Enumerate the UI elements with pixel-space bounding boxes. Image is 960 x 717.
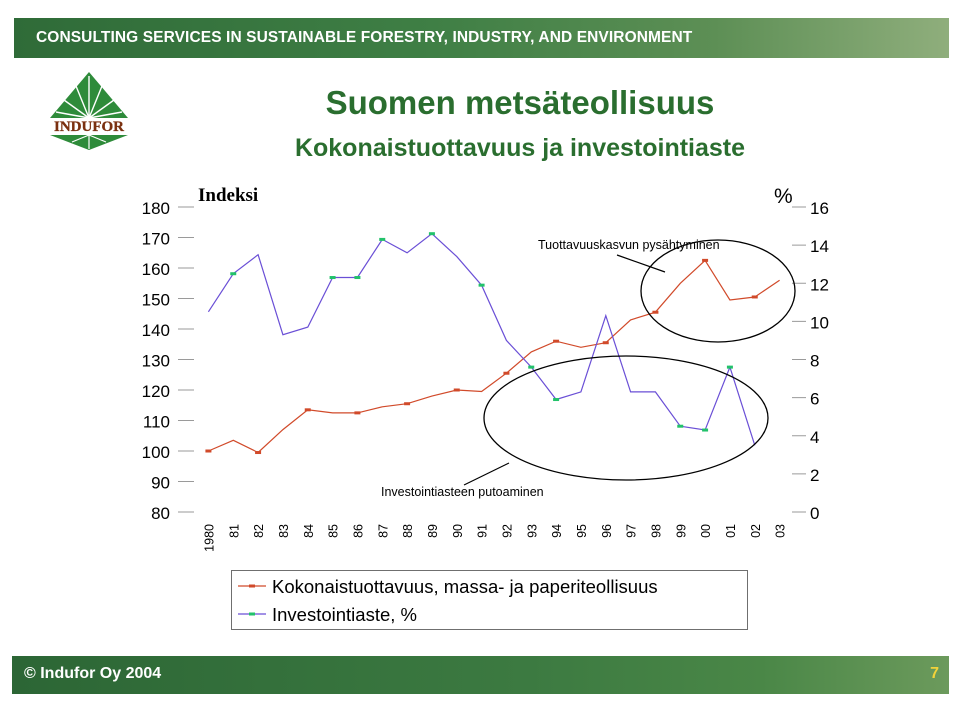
data-point-marker — [304, 408, 311, 412]
series-line-investment — [207, 232, 756, 446]
data-point-marker — [404, 402, 411, 406]
left-tick-label: 130 — [142, 352, 170, 371]
data-point-marker — [702, 428, 709, 432]
x-tick-label: 02 — [749, 524, 763, 538]
left-axis-title: Indeksi — [198, 185, 258, 206]
x-tick-label: 1980 — [202, 524, 216, 552]
x-tick-label: 03 — [774, 524, 788, 538]
x-tick-label: 83 — [277, 524, 291, 538]
header-banner: CONSULTING SERVICES IN SUSTAINABLE FORES… — [14, 18, 949, 58]
x-tick-label: 87 — [376, 524, 390, 538]
legend-label-investment: Investointiaste, % — [272, 604, 417, 625]
annotation-ellipse-investment — [483, 355, 769, 481]
x-tick-label: 91 — [476, 524, 490, 538]
legend-swatch-investment — [238, 612, 266, 616]
right-tick-label: 10 — [810, 313, 829, 332]
legend-label-productivity: Kokonaistuottavuus, massa- ja paperiteol… — [272, 576, 658, 597]
annotation-productivity-stagnation: Tuottavuuskasvun pysähtyminen — [538, 238, 720, 252]
right-tick-label: 12 — [810, 275, 829, 294]
x-tick-label: 95 — [575, 524, 589, 538]
right-axis-title: % — [774, 185, 793, 208]
x-tick-label: 82 — [252, 524, 266, 538]
x-tick-label: 00 — [699, 524, 713, 538]
data-point-marker — [677, 424, 684, 428]
page-title: Suomen metsäteollisuus — [325, 84, 715, 121]
left-tick-label: 80 — [151, 504, 170, 523]
right-tick-label: 4 — [810, 428, 819, 447]
annotation-investment-decline: Investointiasteen putoaminen — [381, 485, 544, 499]
annotation-pointer-investment — [463, 462, 510, 486]
left-tick-label: 100 — [142, 443, 170, 462]
page-subtitle: Kokonaistuottavuus ja investointiaste — [294, 134, 746, 162]
x-tick-label: 88 — [401, 524, 415, 538]
left-tick-label: 110 — [143, 413, 170, 432]
logo-text: INDUFOR — [54, 119, 124, 135]
x-tick-label: 93 — [525, 524, 539, 538]
data-point-marker — [230, 272, 237, 276]
legend-swatch-productivity — [238, 584, 266, 588]
data-point-marker — [528, 365, 535, 369]
x-tick-label: 90 — [451, 524, 465, 538]
data-point-marker — [553, 398, 560, 402]
data-point-marker — [478, 283, 485, 287]
left-tick-label: 170 — [142, 230, 170, 249]
right-tick-label: 6 — [810, 390, 819, 409]
data-point-marker — [453, 388, 460, 392]
left-tick-label: 150 — [142, 291, 170, 310]
x-tick-label: 97 — [625, 524, 639, 538]
data-point-marker — [702, 258, 709, 262]
x-tick-label: 84 — [302, 524, 316, 538]
x-tick-label: 94 — [550, 524, 564, 538]
data-point-marker — [354, 276, 361, 280]
data-point-marker — [329, 276, 336, 280]
right-tick-label: 0 — [810, 504, 819, 523]
left-tick-label: 180 — [142, 199, 170, 218]
x-tick-label: 85 — [327, 524, 341, 538]
data-point-marker — [652, 310, 659, 314]
x-tick-label: 01 — [724, 524, 738, 538]
x-tick-label: 96 — [600, 524, 614, 538]
left-tick-label: 140 — [142, 321, 170, 340]
data-point-marker — [751, 295, 758, 299]
data-point-marker — [255, 451, 262, 455]
data-point-marker — [602, 341, 609, 345]
left-tick-label: 160 — [142, 260, 170, 279]
data-point-marker — [428, 232, 435, 236]
left-tick-label: 120 — [142, 382, 170, 401]
right-tick-label: 14 — [810, 237, 829, 256]
annotation-ellipse-productivity — [640, 239, 796, 343]
data-point-marker — [553, 339, 560, 343]
x-tick-label: 86 — [351, 524, 365, 538]
right-tick-label: 8 — [810, 352, 819, 371]
line-chart: 8090100110120130140150160170180024681012… — [142, 185, 829, 552]
x-tick-label: 92 — [500, 524, 514, 538]
data-point-marker — [205, 449, 212, 453]
right-tick-label: 2 — [810, 466, 819, 485]
left-tick-label: 90 — [151, 474, 170, 493]
page-number: 7 — [930, 665, 939, 682]
right-tick-label: 16 — [810, 199, 829, 218]
data-point-marker — [726, 365, 733, 369]
x-tick-label: 98 — [649, 524, 663, 538]
series-line-productivity — [208, 259, 780, 454]
annotation-pointer-productivity — [616, 254, 666, 273]
chart-legend: Kokonaistuottavuus, massa- ja paperiteol… — [231, 570, 748, 630]
header-banner-text: CONSULTING SERVICES IN SUSTAINABLE FORES… — [36, 29, 693, 46]
x-tick-label: 81 — [227, 524, 241, 538]
data-point-marker — [503, 371, 510, 375]
data-point-marker — [379, 237, 386, 241]
x-tick-label: 99 — [674, 524, 688, 538]
copyright-text: © Indufor Oy 2004 — [24, 665, 162, 682]
indufor-logo: INDUFOR — [40, 72, 138, 150]
footer-bar: © Indufor Oy 2004 7 — [12, 656, 949, 694]
x-tick-label: 89 — [426, 524, 440, 538]
data-point-marker — [354, 411, 361, 415]
